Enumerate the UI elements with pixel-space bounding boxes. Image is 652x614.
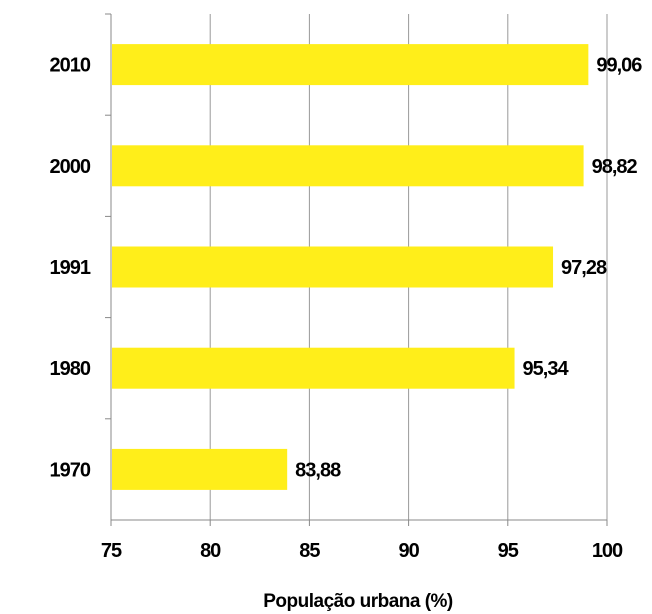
data-label-1980: 95,34 <box>523 358 570 380</box>
bar-1991 <box>112 246 554 288</box>
data-label-2010: 99,06 <box>596 55 642 77</box>
x-tick-label-80: 80 <box>200 540 221 562</box>
data-label-2000: 98,82 <box>592 156 638 178</box>
axes <box>105 13 608 526</box>
y-category-label-2000: 2000 <box>50 156 91 178</box>
x-tick-label-75: 75 <box>101 540 122 562</box>
y-category-label-1970: 1970 <box>50 459 91 481</box>
y-category-label-1980: 1980 <box>50 358 91 380</box>
bar-1980 <box>112 347 515 389</box>
x-tick-label-95: 95 <box>498 540 519 562</box>
data-label-1970: 83,88 <box>295 459 341 481</box>
x-tick-label-85: 85 <box>299 540 320 562</box>
data-label-1991: 97,28 <box>561 257 607 279</box>
bar-1970 <box>112 448 288 490</box>
bar-2000 <box>112 145 584 187</box>
bar-2010 <box>112 44 589 86</box>
labels: 75 80 85 90 95 100 2010 99,06 2000 98,82 1991 97,28… <box>50 55 644 562</box>
x-tick-label-90: 90 <box>398 540 419 562</box>
y-category-label-1991: 1991 <box>50 257 91 279</box>
y-category-label-2010: 2010 <box>50 55 91 77</box>
x-axis-title: População urbana (%) <box>263 591 453 612</box>
x-tick-label-100: 100 <box>592 540 623 562</box>
bars <box>112 44 589 490</box>
